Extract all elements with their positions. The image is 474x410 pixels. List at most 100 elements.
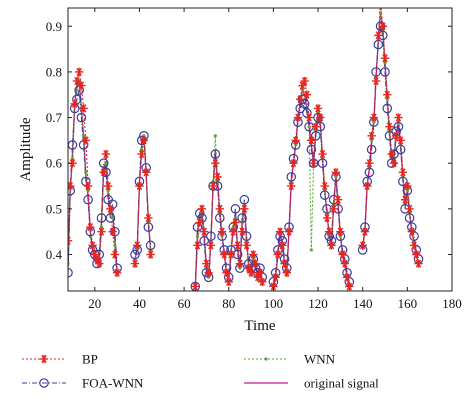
- series-foa-wnn-point: [311, 131, 321, 141]
- series-bp-point: [79, 104, 88, 113]
- series-bp-point: [383, 90, 392, 99]
- series-bp-point: [255, 268, 265, 277]
- series-bp-point: [371, 76, 381, 86]
- plot-frame: [67, 7, 453, 292]
- series-bp-point: [86, 222, 95, 232]
- series-foa-wnn-point: [215, 213, 225, 223]
- series-foa-wnn-point: [404, 213, 415, 223]
- series-bp-segment: [134, 140, 152, 264]
- series-bp-point: [336, 227, 345, 236]
- series-foa-wnn-point: [76, 112, 87, 123]
- series-bp-point: [77, 81, 86, 90]
- series-bp-point: [95, 259, 104, 268]
- series-bp-point: [139, 136, 149, 145]
- series-foa-wnn-point: [206, 231, 216, 242]
- series-bp-point: [365, 158, 374, 168]
- legend-label: original signal: [304, 376, 379, 391]
- series-wnn-point: [309, 248, 313, 252]
- y-tick-label: 0.5: [46, 201, 62, 216]
- series-bp-point: [72, 76, 82, 86]
- series-foa-wnn-point: [199, 235, 209, 246]
- series-bp-point: [108, 227, 117, 236]
- series-foa-wnn-point: [237, 213, 247, 223]
- series-bp-point: [74, 67, 84, 77]
- series-wnn-point: [372, 120, 376, 124]
- series-foa-wnn-point: [105, 213, 116, 223]
- series-bp-point: [282, 268, 291, 277]
- series-bp-point: [208, 181, 218, 191]
- series-wnn-point: [370, 138, 374, 142]
- series-bp-point: [275, 227, 285, 236]
- series-foa-wnn-segment: [272, 97, 350, 283]
- series-bp-point: [258, 277, 267, 287]
- series-bp-point: [215, 204, 225, 214]
- series-bp-point: [103, 181, 113, 191]
- series-bp-point: [385, 122, 394, 131]
- series-bp-point: [325, 227, 334, 236]
- series-bp-point: [130, 259, 140, 268]
- series-bp-point: [197, 204, 207, 214]
- series-bp-point: [407, 227, 417, 236]
- series-bp-point: [224, 277, 233, 287]
- y-tick-label: 0.9: [46, 19, 62, 34]
- series-bp-point: [403, 181, 412, 191]
- series-foa-wnn-point: [366, 144, 377, 155]
- series-bp-point: [287, 181, 296, 191]
- series-bp-point: [199, 227, 209, 236]
- series-wnn-point: [86, 188, 90, 193]
- series-bp-point: [376, 0, 384, 8]
- series-bp-segment: [68, 71, 118, 273]
- series-bp-point: [342, 273, 352, 282]
- series-bp-point: [360, 227, 370, 236]
- series-bp-point: [320, 181, 329, 191]
- y-tick-label: 0.8: [46, 64, 62, 79]
- series-foa-wnn-point: [143, 222, 154, 232]
- series-foa-wnn-point: [393, 121, 404, 132]
- series-wnn-point: [307, 125, 311, 129]
- series-bp-point: [68, 181, 75, 191]
- series-bp-markers: [68, 0, 423, 291]
- series-layer: [68, 0, 424, 291]
- x-tick-label: 60: [178, 296, 191, 311]
- series-bp-point: [291, 136, 300, 145]
- series-bp-point: [367, 131, 376, 141]
- series-bp-point: [222, 268, 231, 277]
- series-foa-wnn-point: [239, 194, 250, 205]
- series-bp-point: [405, 204, 414, 214]
- series-bp-point: [133, 241, 142, 250]
- x-tick-label: 140: [353, 296, 373, 311]
- series-bp-point: [237, 227, 247, 236]
- series-wnn-point: [238, 266, 242, 270]
- x-tick-label: 120: [308, 296, 328, 311]
- series-bp-point: [110, 250, 120, 259]
- series-bp-point: [302, 90, 312, 99]
- series-bp-point: [101, 149, 111, 159]
- series-foa-wnn-point: [210, 149, 221, 159]
- series-bp-point: [273, 250, 283, 259]
- series-bp-point: [144, 213, 153, 223]
- legend: BP FOA-WNN WNN original signal: [22, 352, 379, 391]
- series-wnn-point: [294, 143, 298, 147]
- series-wnn-point: [104, 161, 108, 165]
- series-bp-point: [322, 213, 332, 223]
- series-foa-wnn-point: [286, 172, 297, 182]
- series-bp-point: [284, 227, 294, 236]
- series-wnn-point: [70, 157, 75, 161]
- series-bp-point: [135, 181, 144, 191]
- series-bp-point: [146, 250, 155, 259]
- series-bp-point: [81, 136, 91, 145]
- series-bp-point: [400, 195, 410, 204]
- x-tick-label: 20: [88, 296, 101, 311]
- series-bp-point: [414, 259, 423, 268]
- legend-label: BP: [82, 352, 98, 367]
- series-wnn-point: [213, 134, 217, 138]
- series-bp-point: [213, 172, 222, 182]
- series-bp-point: [398, 168, 408, 177]
- series-wnn-point: [385, 97, 389, 101]
- series-foa-wnn-point: [317, 158, 328, 168]
- y-axis-title: Amplitude: [18, 117, 34, 182]
- series-wnn-point: [113, 243, 117, 247]
- x-tick-label: 100: [264, 296, 284, 311]
- series-bp-point: [331, 168, 341, 177]
- legend-entry-wnn: WNN: [244, 352, 336, 367]
